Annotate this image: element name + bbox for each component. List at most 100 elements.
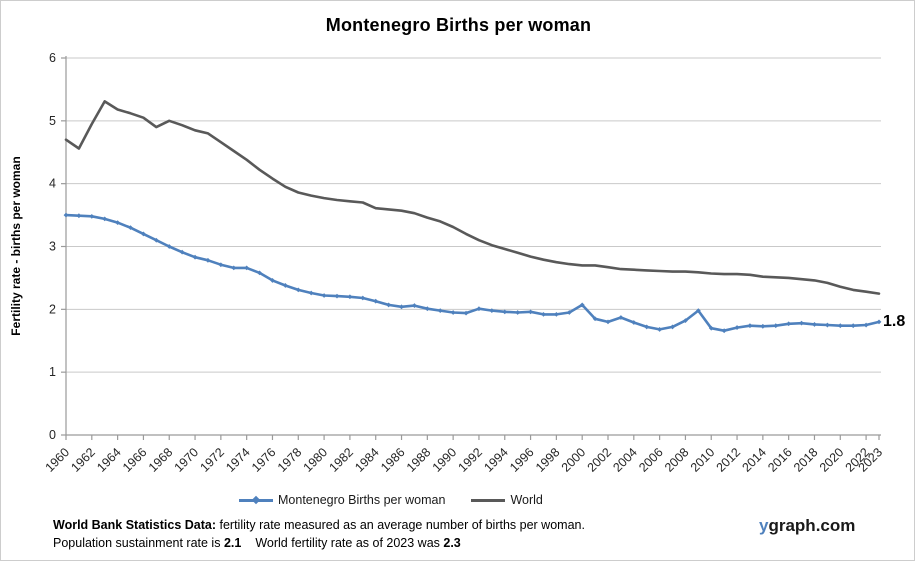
series-marker (837, 323, 843, 329)
series-marker (760, 323, 766, 329)
x-tick-label-2018: 2018 (791, 445, 821, 475)
series-marker (734, 325, 740, 330)
x-tick-label-1996: 1996 (507, 445, 537, 475)
x-tick-label-2002: 2002 (585, 445, 615, 475)
series-marker (721, 328, 727, 334)
series-marker (644, 324, 650, 330)
x-tick-label-1964: 1964 (94, 445, 124, 475)
y-tick-label-4: 4 (49, 177, 56, 191)
series-marker (412, 303, 417, 308)
x-tick-label-1966: 1966 (120, 445, 150, 475)
series-marker (76, 213, 82, 219)
series-marker (502, 309, 508, 315)
series-marker (115, 220, 121, 226)
series-marker (360, 295, 366, 301)
series-line-world (64, 100, 881, 295)
series-marker (566, 310, 572, 315)
series-marker (670, 324, 675, 330)
footer-source-label: World Bank Statistics Data: (53, 518, 217, 532)
x-tick-label-1960: 1960 (43, 445, 73, 475)
x-tick-label-1970: 1970 (172, 445, 202, 475)
legend-label-montenegro: Montenegro Births per woman (278, 493, 446, 507)
ygraph-logo[interactable]: ygraph.com (759, 516, 855, 536)
series-marker (489, 308, 495, 313)
x-tick-label-2020: 2020 (817, 445, 847, 475)
series-marker (683, 318, 688, 324)
y-tick-label-2: 2 (49, 302, 56, 316)
series-marker (463, 310, 469, 316)
series-line-montenegro (64, 213, 881, 333)
x-tick-label-1984: 1984 (352, 445, 382, 475)
footer-note: World Bank Statistics Data: fertility ra… (53, 516, 585, 552)
x-tick-label-1972: 1972 (197, 445, 227, 475)
x-tick-label-2012: 2012 (714, 445, 744, 475)
footer-line-1: World Bank Statistics Data: fertility ra… (53, 516, 585, 534)
series-marker (695, 308, 701, 313)
series-marker (205, 257, 211, 263)
x-tick-label-1992: 1992 (456, 445, 486, 475)
y-tick-label-3: 3 (49, 240, 56, 254)
series-marker (270, 278, 275, 283)
series-marker (179, 249, 185, 255)
last-point-value-label: 1.8 (883, 313, 906, 330)
x-tick-label-1968: 1968 (146, 445, 176, 475)
y-tick-label-5: 5 (49, 114, 56, 128)
footer-sustainment-text: Population sustainment rate is (53, 536, 224, 550)
x-tick-label-2004: 2004 (610, 445, 640, 475)
series-marker (166, 244, 172, 249)
series-marker (218, 262, 224, 268)
ygraph-logo-y: y (759, 516, 769, 535)
series-marker (773, 323, 779, 329)
series-marker (63, 212, 69, 218)
series-marker (824, 322, 830, 328)
legend-item-world: World (471, 493, 543, 507)
x-tick-label-1982: 1982 (326, 445, 356, 475)
x-tick-label-1986: 1986 (378, 445, 408, 475)
series-marker (437, 308, 443, 313)
series-marker (257, 270, 262, 276)
x-tick-label-2016: 2016 (765, 445, 795, 475)
series-marker (812, 322, 817, 327)
series-marker (295, 287, 301, 293)
series-marker (424, 306, 430, 312)
series-marker (863, 322, 869, 328)
series-marker (541, 311, 546, 317)
series-marker (128, 225, 133, 231)
y-tick-label-0: 0 (49, 428, 56, 442)
footer-sustainment-rate: 2.1 (223, 536, 242, 550)
ygraph-logo-rest: graph.com (768, 516, 856, 535)
series-marker (786, 321, 792, 327)
chart-title: Montenegro Births per woman (325, 15, 592, 35)
series-marker (373, 298, 379, 304)
footer-world-rate-text: World fertility rate as of 2023 was (255, 536, 444, 550)
series-marker (282, 283, 288, 288)
series-marker (528, 309, 533, 315)
x-tick-label-2006: 2006 (636, 445, 666, 475)
x-tick-label-1988: 1988 (404, 445, 434, 475)
x-tick-label-1990: 1990 (430, 445, 460, 475)
series-marker (308, 290, 314, 296)
series-marker (850, 323, 856, 329)
legend-item-montenegro: Montenegro Births per woman (239, 493, 445, 507)
legend-diamond-marker (251, 495, 261, 505)
legend-line-sample-montenegro (239, 495, 273, 505)
series-marker (192, 254, 198, 260)
series-marker (141, 231, 146, 237)
x-tick-label-2014: 2014 (739, 445, 769, 475)
series-marker (799, 320, 804, 326)
series-marker (476, 306, 482, 312)
x-tick-label-1980: 1980 (301, 445, 331, 475)
x-tick-label-2000: 2000 (559, 445, 589, 475)
series-marker (708, 325, 714, 331)
series-marker (450, 310, 456, 315)
x-tick-label-1976: 1976 (249, 445, 279, 475)
series-marker (399, 304, 404, 310)
series-marker (386, 302, 392, 308)
footer-line-2: Population sustainment rate is 2.1 World … (53, 534, 585, 552)
x-tick-label-1994: 1994 (481, 445, 511, 475)
series-marker (102, 216, 108, 222)
series-marker (553, 311, 559, 317)
series-marker (618, 315, 624, 320)
